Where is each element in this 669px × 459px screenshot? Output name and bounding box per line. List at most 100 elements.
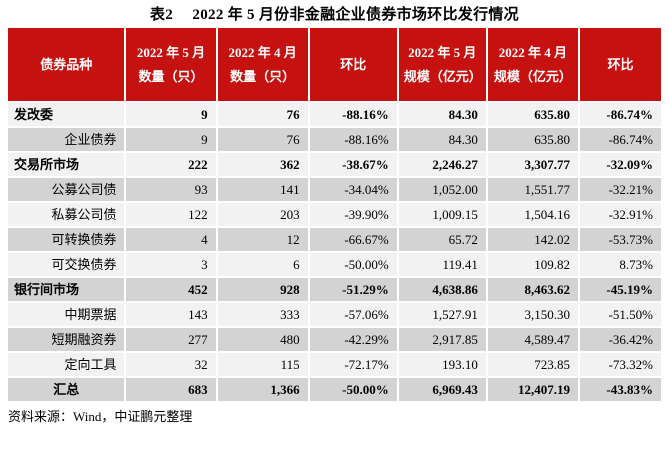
cell-value: -73.32% [579,353,661,376]
row-label: 公募公司债 [8,178,125,201]
cell-value: 9 [126,103,216,126]
cell-value: -42.29% [309,328,397,351]
table-body: 发改委 9 76 -88.16% 84.30 635.80 -86.74% 企业债券 9 76 -8… [8,103,661,401]
cell-value: -50.00% [309,253,397,276]
cell-value: -34.04% [309,178,397,201]
table-row: 可交换债券 3 6 -50.00% 119.41 109.82 8.73% [8,253,661,276]
cell-value: 452 [126,278,216,301]
cell-value: -86.74% [579,128,661,151]
table-row: 汇总 683 1,366 -50.00% 6,969.43 12,407.19 -43.83… [8,378,661,401]
cell-value: 2,246.27 [398,153,486,176]
cell-value: -39.90% [309,203,397,226]
cell-value: -86.74% [579,103,661,126]
cell-value: 12,407.19 [487,378,578,401]
cell-value: -32.91% [579,203,661,226]
cell-value: 203 [217,203,308,226]
column-header: 2022 年 5 月数量（只） [126,28,216,101]
row-label: 发改委 [8,103,125,126]
cell-value: -38.67% [309,153,397,176]
cell-value: 122 [126,203,216,226]
cell-value: 928 [217,278,308,301]
cell-value: 12 [217,228,308,251]
row-label: 可转换债券 [8,228,125,251]
table-row: 企业债券 9 76 -88.16% 84.30 635.80 -86.74% [8,128,661,151]
cell-value: 8,463.62 [487,278,578,301]
header-row: 债券品种 2022 年 5 月数量（只） 2022 年 4 月数量（只） 环比 2022… [8,28,661,101]
cell-value: 480 [217,328,308,351]
column-header: 2022 年 4 月数量（只） [217,28,308,101]
cell-value: -53.73% [579,228,661,251]
cell-value: 142.02 [487,228,578,251]
cell-value: 1,366 [217,378,308,401]
table-row: 公募公司债 93 141 -34.04% 1,052.00 1,551.77 -32.21% [8,178,661,201]
cell-value: 193.10 [398,353,486,376]
source-note: 资料来源：Wind，中证鹏元整理 [8,409,193,424]
cell-value: 4,638.86 [398,278,486,301]
table-row: 中期票据 143 333 -57.06% 1,527.91 3,150.30 -51.50% [8,303,661,326]
cell-value: 635.80 [487,128,578,151]
cell-value: 76 [217,128,308,151]
cell-value: 222 [126,153,216,176]
row-label: 可交换债券 [8,253,125,276]
cell-value: -88.16% [309,103,397,126]
cell-value: -72.17% [309,353,397,376]
cell-value: -51.29% [309,278,397,301]
cell-value: 1,527.91 [398,303,486,326]
cell-value: -50.00% [309,378,397,401]
cell-value: -32.09% [579,153,661,176]
cell-value: 4 [126,228,216,251]
row-label: 企业债券 [8,128,125,151]
cell-value: 683 [126,378,216,401]
cell-value: -36.42% [579,328,661,351]
cell-value: -88.16% [309,128,397,151]
cell-value: 635.80 [487,103,578,126]
bond-issuance-table: 债券品种 2022 年 5 月数量（只） 2022 年 4 月数量（只） 环比 2022… [6,26,663,403]
cell-value: 143 [126,303,216,326]
table-title: 表2 2022 年 5 月份非金融企业债券市场环比发行情况 [149,7,519,23]
cell-value: -57.06% [309,303,397,326]
cell-value: 1,551.77 [487,178,578,201]
row-label: 定向工具 [8,353,125,376]
row-label: 汇总 [8,378,125,401]
cell-value: -45.19% [579,278,661,301]
row-label: 交易所市场 [8,153,125,176]
cell-value: 6 [217,253,308,276]
cell-value: 1,504.16 [487,203,578,226]
cell-value: 3,307.77 [487,153,578,176]
column-header: 债券品种 [8,28,125,101]
cell-value: 4,589.47 [487,328,578,351]
cell-value: 76 [217,103,308,126]
cell-value: 109.82 [487,253,578,276]
table-row: 可转换债券 4 12 -66.67% 65.72 142.02 -53.73% [8,228,661,251]
cell-value: 6,969.43 [398,378,486,401]
cell-value: 1,052.00 [398,178,486,201]
table-row: 银行间市场 452 928 -51.29% 4,638.86 8,463.62 -45.19… [8,278,661,301]
table-row: 私募公司债 122 203 -39.90% 1,009.15 1,504.16 -32.91… [8,203,661,226]
cell-value: 723.85 [487,353,578,376]
cell-value: 141 [217,178,308,201]
table-row: 定向工具 32 115 -72.17% 193.10 723.85 -73.32% [8,353,661,376]
cell-value: 65.72 [398,228,486,251]
cell-value: 32 [126,353,216,376]
table-header: 债券品种 2022 年 5 月数量（只） 2022 年 4 月数量（只） 环比 2022… [8,28,661,101]
table-row: 交易所市场 222 362 -38.67% 2,246.27 3,307.77 -32.09… [8,153,661,176]
column-header: 2022 年 5 月规模（亿元） [398,28,486,101]
column-header: 2022 年 4 月规模（亿元） [487,28,578,101]
cell-value: -43.83% [579,378,661,401]
cell-value: 84.30 [398,128,486,151]
cell-value: 8.73% [579,253,661,276]
row-label: 短期融资券 [8,328,125,351]
cell-value: -66.67% [309,228,397,251]
row-label: 中期票据 [8,303,125,326]
cell-value: -32.21% [579,178,661,201]
cell-value: 84.30 [398,103,486,126]
cell-value: 362 [217,153,308,176]
cell-value: 333 [217,303,308,326]
cell-value: 277 [126,328,216,351]
table-row: 短期融资券 277 480 -42.29% 2,917.85 4,589.47 -36.42… [8,328,661,351]
row-label: 私募公司债 [8,203,125,226]
cell-value: 9 [126,128,216,151]
row-label: 银行间市场 [8,278,125,301]
cell-value: 2,917.85 [398,328,486,351]
